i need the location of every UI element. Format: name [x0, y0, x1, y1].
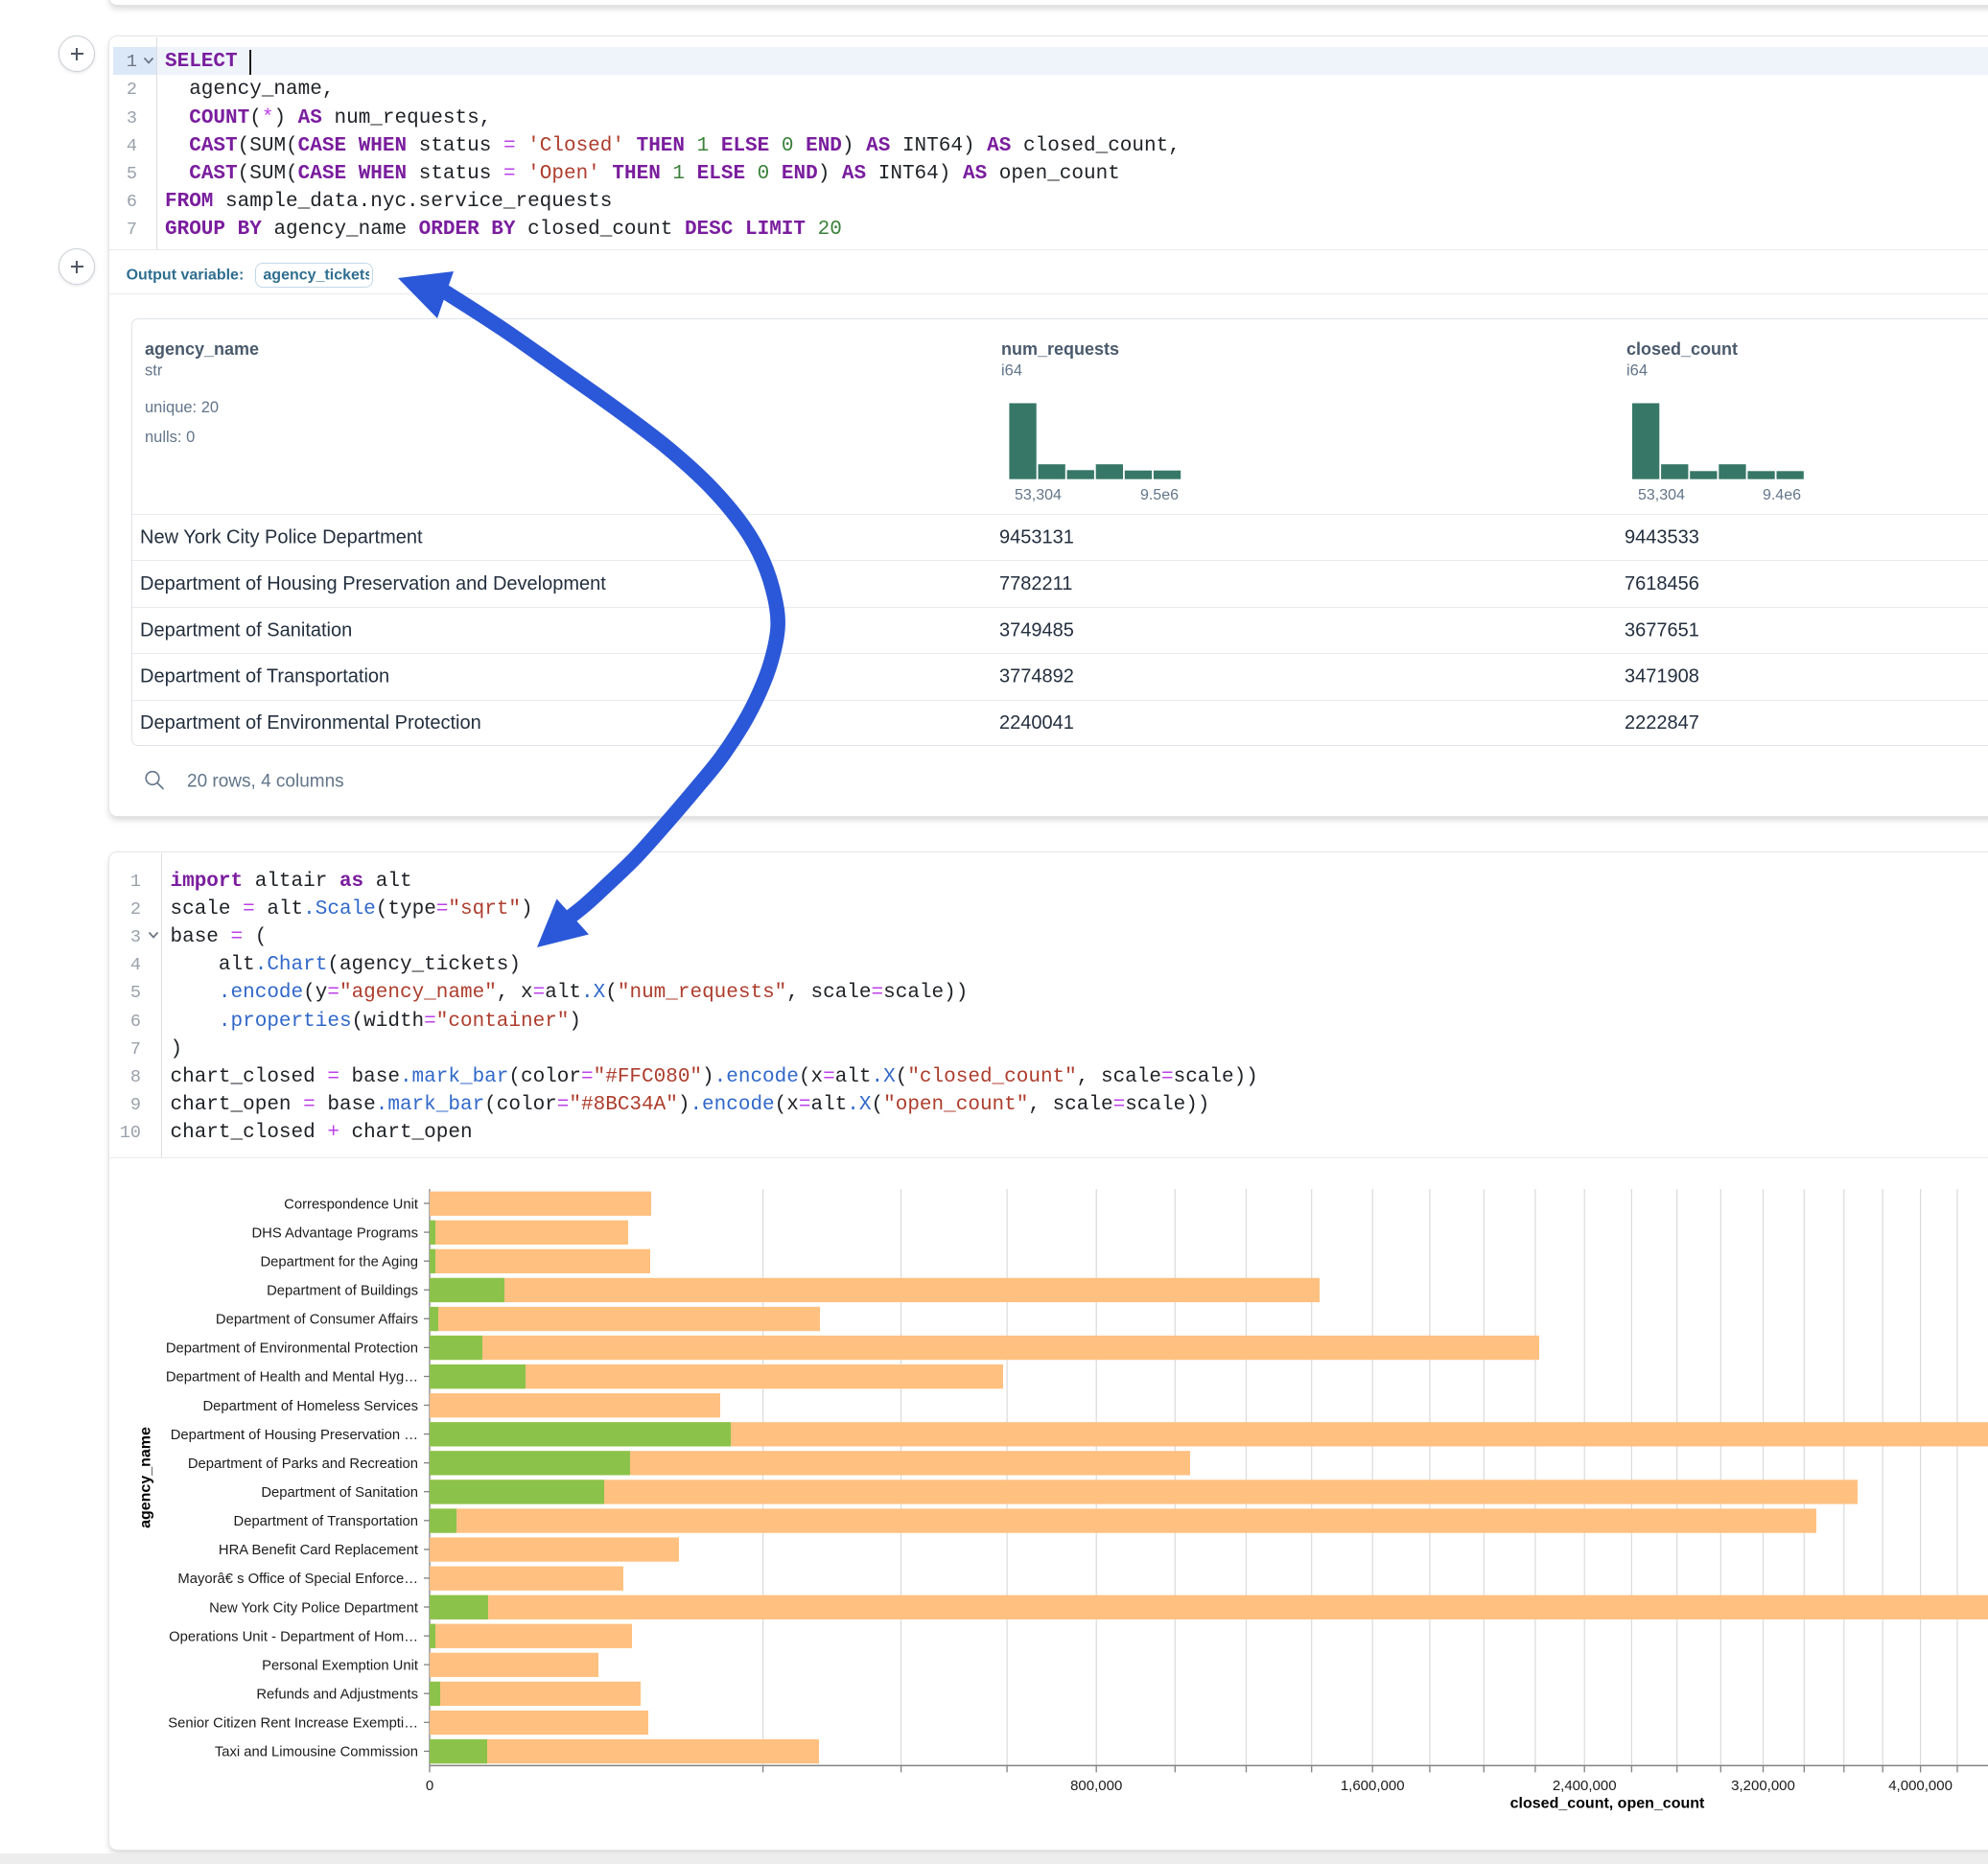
- svg-text:2240041: 2240041: [999, 712, 1074, 734]
- svg-text:3,200,000: 3,200,000: [1731, 1778, 1795, 1794]
- svg-text:9.5e6: 9.5e6: [1140, 487, 1179, 503]
- svg-text:agency_name: agency_name: [145, 339, 259, 359]
- svg-text:2,400,000: 2,400,000: [1553, 1778, 1617, 1794]
- svg-text:Department of Environmental Pr: Department of Environmental Protection: [166, 1341, 418, 1357]
- svg-text:Taxi and Limousine Commission: Taxi and Limousine Commission: [215, 1745, 418, 1760]
- svg-text:3677651: 3677651: [1625, 619, 1699, 641]
- svg-text:Department of Consumer Affairs: Department of Consumer Affairs: [216, 1313, 418, 1328]
- svg-text:New York City Police Departmen: New York City Police Department: [140, 527, 423, 548]
- svg-text:agency_name: agency_name: [138, 1427, 154, 1528]
- svg-text:closed_count, open_count: closed_count, open_count: [1510, 1796, 1705, 1812]
- svg-text:Department of Transportation: Department of Transportation: [140, 666, 389, 687]
- svg-text:num_requests: num_requests: [1001, 339, 1119, 359]
- svg-text:closed_count: closed_count: [1626, 339, 1738, 359]
- svg-text:4,000,000: 4,000,000: [1888, 1778, 1953, 1794]
- svg-text:9.4e6: 9.4e6: [1763, 487, 1801, 503]
- svg-text:20 rows, 4 columns: 20 rows, 4 columns: [187, 772, 344, 792]
- svg-text:53,304: 53,304: [1638, 487, 1685, 503]
- svg-text:9453131: 9453131: [999, 527, 1074, 548]
- svg-text:Department of Transportation: Department of Transportation: [234, 1514, 418, 1529]
- svg-text:9443533: 9443533: [1625, 527, 1699, 548]
- svg-text:Department of Sanitation: Department of Sanitation: [140, 619, 352, 641]
- svg-text:Output variable:: Output variable:: [127, 268, 245, 284]
- svg-text:str: str: [145, 362, 163, 380]
- svg-text:DHS Advantage Programs: DHS Advantage Programs: [251, 1225, 418, 1241]
- svg-text:Department of Buildings: Department of Buildings: [267, 1284, 418, 1299]
- svg-text:3471908: 3471908: [1625, 666, 1699, 687]
- svg-text:2222847: 2222847: [1625, 712, 1699, 734]
- svg-text:1,600,000: 1,600,000: [1341, 1778, 1405, 1794]
- svg-text:unique: 20: unique: 20: [145, 399, 219, 416]
- svg-text:Department of Housing Preserva: Department of Housing Preservation and D…: [140, 573, 606, 594]
- svg-text:Department of Housing Preserva: Department of Housing Preservation …: [171, 1428, 418, 1443]
- svg-text:800,000: 800,000: [1070, 1778, 1122, 1794]
- svg-text:Department of Homeless Service: Department of Homeless Services: [202, 1399, 418, 1414]
- svg-text:3774892: 3774892: [999, 666, 1074, 687]
- svg-text:Senior Citizen Rent Increase E: Senior Citizen Rent Increase Exempti…: [168, 1716, 418, 1732]
- svg-text:7618456: 7618456: [1625, 573, 1699, 594]
- svg-text:7782211: 7782211: [999, 573, 1072, 594]
- svg-text:3749485: 3749485: [999, 619, 1074, 641]
- svg-text:Department of Sanitation: Department of Sanitation: [261, 1485, 418, 1501]
- svg-text:Department of Health and Menta: Department of Health and Mental Hyg…: [166, 1370, 418, 1386]
- svg-text:Correspondence Unit: Correspondence Unit: [284, 1197, 418, 1212]
- svg-text:i64: i64: [1626, 362, 1648, 380]
- svg-text:Department of Environmental Pr: Department of Environmental Protection: [140, 712, 481, 734]
- svg-text:i64: i64: [1001, 362, 1022, 380]
- svg-text:Refunds and Adjustments: Refunds and Adjustments: [256, 1688, 418, 1703]
- svg-text:HRA Benefit Card Replacement: HRA Benefit Card Replacement: [219, 1543, 418, 1558]
- svg-text:0: 0: [426, 1778, 433, 1794]
- svg-text:53,304: 53,304: [1015, 487, 1062, 503]
- svg-text:Personal Exemption Unit: Personal Exemption Unit: [262, 1658, 418, 1673]
- svg-text:New York City Police Departmen: New York City Police Department: [209, 1600, 418, 1616]
- svg-text:Department of Parks and Recrea: Department of Parks and Recreation: [188, 1456, 418, 1472]
- svg-text:nulls: 0: nulls: 0: [145, 429, 195, 446]
- svg-text:agency_tickets: agency_tickets: [263, 268, 373, 284]
- svg-text:Operations Unit - Department o: Operations Unit - Department of Hom…: [169, 1629, 418, 1644]
- svg-text:Mayorâ€ s Office of Special En: Mayorâ€ s Office of Special Enforce…: [177, 1572, 418, 1587]
- svg-text:Department for the Aging: Department for the Aging: [260, 1254, 418, 1270]
